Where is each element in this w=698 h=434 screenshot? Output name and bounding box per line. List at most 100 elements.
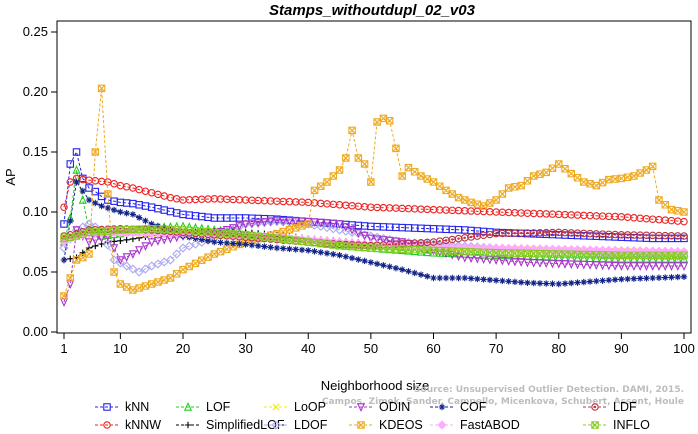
x-tick-label: 50 bbox=[364, 341, 378, 356]
point-cof bbox=[330, 251, 337, 258]
x-tick-label: 60 bbox=[426, 341, 440, 356]
point-knn bbox=[91, 187, 100, 196]
legend-label: LOF bbox=[206, 400, 231, 414]
point-cof bbox=[405, 268, 412, 275]
legend-swatch-marker bbox=[183, 401, 193, 411]
point-cof bbox=[373, 260, 381, 268]
point-kdeos bbox=[279, 227, 287, 236]
legend-label: COF bbox=[460, 400, 487, 414]
point-odin bbox=[379, 236, 388, 245]
point-odin bbox=[661, 262, 670, 272]
point-ldf bbox=[680, 232, 688, 240]
point-ldf-dot bbox=[419, 241, 423, 244]
point-cof bbox=[593, 277, 600, 285]
point-odin bbox=[235, 222, 244, 231]
legend-item-inflo: INFLO bbox=[583, 418, 650, 432]
point-cof bbox=[92, 199, 99, 207]
point-kdeos bbox=[492, 196, 500, 204]
point-kdeos bbox=[454, 193, 463, 202]
point-simplifiedlof bbox=[67, 255, 74, 262]
point-odin bbox=[297, 217, 307, 227]
point-odin bbox=[229, 224, 238, 233]
point-odin bbox=[260, 218, 269, 227]
point-odin bbox=[604, 261, 613, 271]
point-cof bbox=[680, 273, 688, 280]
point-kdeos bbox=[348, 126, 356, 135]
x-tick-label: 30 bbox=[238, 341, 252, 356]
legend-item-knn: kNN bbox=[95, 400, 149, 414]
point-odin bbox=[567, 260, 576, 270]
point-knnw bbox=[680, 217, 688, 226]
point-kdeos bbox=[554, 160, 563, 168]
point-cof bbox=[449, 274, 456, 282]
point-odin bbox=[398, 238, 407, 248]
point-ldf-dot bbox=[413, 241, 416, 245]
point-kdeos bbox=[223, 245, 231, 253]
point-cof bbox=[586, 278, 594, 285]
point-kdeos bbox=[567, 169, 576, 178]
point-cof bbox=[110, 206, 118, 214]
point-kdeos bbox=[198, 256, 206, 264]
point-cof bbox=[129, 211, 137, 218]
point-ldf-dot bbox=[545, 231, 548, 234]
point-cof bbox=[492, 277, 500, 284]
legend-label: FastABOD bbox=[460, 418, 520, 432]
point-odin bbox=[254, 218, 263, 228]
point-odin bbox=[529, 258, 538, 268]
point-kdeos bbox=[141, 282, 150, 290]
point-cof bbox=[398, 266, 406, 273]
point-ldf-dot bbox=[682, 234, 686, 238]
point-ldf-dot bbox=[670, 234, 673, 237]
point-odin bbox=[560, 260, 570, 269]
point-knn bbox=[66, 160, 75, 168]
legend-swatch-marker bbox=[591, 403, 599, 411]
point-cof bbox=[348, 254, 356, 262]
legend-label: KDEOS bbox=[379, 418, 423, 432]
y-tick-label: 0.05 bbox=[23, 264, 48, 279]
point-odin bbox=[366, 234, 375, 244]
point-ldf-dot bbox=[557, 231, 560, 234]
point-cof bbox=[292, 246, 299, 253]
point-cof bbox=[123, 210, 130, 217]
point-kdeos bbox=[110, 268, 118, 276]
point-ldof bbox=[84, 219, 94, 229]
point-cof bbox=[674, 273, 681, 281]
legend-label: LoOP bbox=[294, 400, 326, 414]
point-lof bbox=[385, 244, 394, 254]
axes-layer: 1 10 20 30 40 50 60 70 80 90 100 0.00 0.05 0.10 0.15 0.… bbox=[23, 24, 695, 356]
legend-label: kNNW bbox=[125, 418, 161, 432]
point-cof bbox=[305, 247, 312, 254]
point-simplifiedlof bbox=[123, 236, 130, 244]
point-ldof bbox=[322, 223, 332, 233]
point-kdeos bbox=[392, 144, 400, 153]
point-cof bbox=[655, 274, 663, 281]
point-odin bbox=[642, 262, 651, 272]
point-ldf-dot bbox=[400, 242, 404, 245]
point-kdeos bbox=[648, 162, 657, 171]
point-odin bbox=[679, 262, 689, 272]
point-cof bbox=[568, 279, 575, 287]
point-kdeos bbox=[147, 280, 156, 288]
point-knnw bbox=[141, 187, 150, 195]
y-tick-label: 0.25 bbox=[23, 24, 48, 39]
point-kdeos bbox=[191, 259, 200, 268]
point-odin bbox=[504, 257, 513, 266]
legend-item-ldof: LDOF bbox=[264, 418, 328, 432]
point-odin bbox=[598, 261, 607, 271]
legend-swatch-marker bbox=[271, 420, 281, 430]
point-odin bbox=[673, 262, 682, 272]
point-cof bbox=[474, 275, 481, 283]
point-cof bbox=[204, 237, 212, 244]
point-cof bbox=[380, 262, 387, 269]
point-kdeos bbox=[580, 178, 588, 186]
point-ldf-dot bbox=[607, 233, 611, 236]
point-odin bbox=[373, 235, 382, 245]
point-kdeos bbox=[60, 292, 68, 300]
y-axis-label: AP bbox=[3, 168, 18, 185]
point-cof bbox=[79, 187, 86, 195]
point-odin bbox=[617, 262, 626, 272]
point-odin bbox=[272, 216, 281, 226]
source-credit-line-2: Campos, Zimek, Sander, Campello, Micenko… bbox=[322, 397, 684, 407]
point-kdeos bbox=[216, 247, 225, 256]
point-cof bbox=[499, 277, 506, 285]
